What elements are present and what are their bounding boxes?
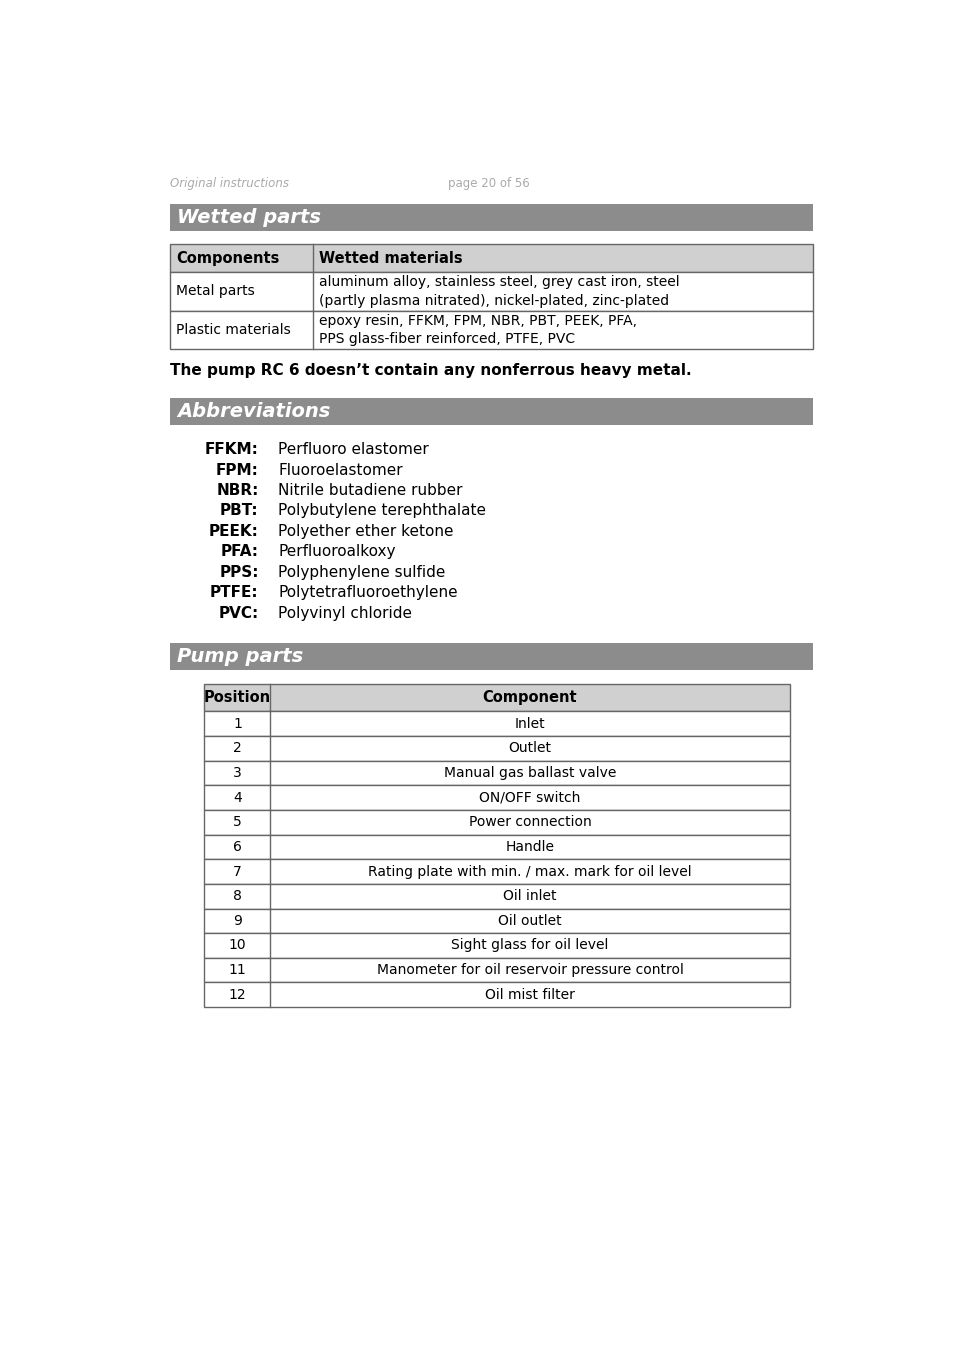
Text: 11: 11 xyxy=(229,963,246,977)
Text: 1: 1 xyxy=(233,717,242,730)
Text: The pump RC 6 doesn’t contain any nonferrous heavy metal.: The pump RC 6 doesn’t contain any nonfer… xyxy=(170,363,691,378)
Text: NBR:: NBR: xyxy=(216,483,258,498)
Text: PBT:: PBT: xyxy=(220,504,258,518)
Bar xyxy=(204,786,789,810)
Bar xyxy=(170,310,812,350)
Text: Plastic materials: Plastic materials xyxy=(175,323,291,338)
Text: 6: 6 xyxy=(233,840,242,855)
Text: PVC:: PVC: xyxy=(218,606,258,621)
Text: Manometer for oil reservoir pressure control: Manometer for oil reservoir pressure con… xyxy=(376,963,682,977)
Text: Handle: Handle xyxy=(505,840,554,855)
Text: 12: 12 xyxy=(229,988,246,1002)
Text: Wetted parts: Wetted parts xyxy=(177,208,321,227)
Text: PPS:: PPS: xyxy=(219,564,258,579)
Text: Power connection: Power connection xyxy=(468,815,591,829)
Text: Polyvinyl chloride: Polyvinyl chloride xyxy=(278,606,412,621)
Text: page 20 of 56: page 20 of 56 xyxy=(448,177,529,190)
Text: 7: 7 xyxy=(233,864,241,879)
Text: 8: 8 xyxy=(233,890,242,903)
Text: Metal parts: Metal parts xyxy=(175,285,254,298)
Text: Component: Component xyxy=(482,690,577,705)
Bar xyxy=(204,909,789,933)
Text: Polytetrafluoroethylene: Polytetrafluoroethylene xyxy=(278,585,457,601)
Text: 10: 10 xyxy=(229,938,246,953)
Text: epoxy resin, FFKM, FPM, NBR, PBT, PEEK, PFA,
PPS glass-fiber reinforced, PTFE, P: epoxy resin, FFKM, FPM, NBR, PBT, PEEK, … xyxy=(319,313,637,346)
Text: Manual gas ballast valve: Manual gas ballast valve xyxy=(443,765,616,780)
Text: Pump parts: Pump parts xyxy=(177,647,303,666)
Text: 9: 9 xyxy=(233,914,242,927)
Text: 4: 4 xyxy=(233,791,241,805)
Text: Wetted materials: Wetted materials xyxy=(319,251,462,266)
Text: Perfluoro elastomer: Perfluoro elastomer xyxy=(278,443,429,458)
Bar xyxy=(170,204,812,231)
Text: Abbreviations: Abbreviations xyxy=(177,402,331,421)
Text: PFA:: PFA: xyxy=(220,544,258,559)
Text: Rating plate with min. / max. mark for oil level: Rating plate with min. / max. mark for o… xyxy=(368,864,691,879)
Bar xyxy=(170,643,812,670)
Text: Fluoroelastomer: Fluoroelastomer xyxy=(278,463,402,478)
Text: Oil inlet: Oil inlet xyxy=(503,890,557,903)
Text: Components: Components xyxy=(175,251,279,266)
Text: Polyether ether ketone: Polyether ether ketone xyxy=(278,524,453,539)
Bar xyxy=(204,711,789,736)
Bar xyxy=(170,273,812,311)
Bar xyxy=(204,884,789,909)
Text: aluminum alloy, stainless steel, grey cast iron, steel
(partly plasma nitrated),: aluminum alloy, stainless steel, grey ca… xyxy=(319,275,679,308)
Bar xyxy=(204,760,789,786)
Bar xyxy=(204,736,789,760)
Text: PTFE:: PTFE: xyxy=(210,585,258,601)
Text: Oil mist filter: Oil mist filter xyxy=(484,988,575,1002)
Bar xyxy=(204,983,789,1007)
Text: ON/OFF switch: ON/OFF switch xyxy=(478,791,580,805)
Text: Inlet: Inlet xyxy=(515,717,545,730)
Text: Original instructions: Original instructions xyxy=(170,177,289,190)
Bar xyxy=(204,957,789,983)
Text: Outlet: Outlet xyxy=(508,741,551,756)
Bar xyxy=(204,810,789,834)
Bar xyxy=(204,834,789,859)
Text: FFKM:: FFKM: xyxy=(205,443,258,458)
Text: Position: Position xyxy=(204,690,271,705)
Bar xyxy=(204,933,789,957)
Bar xyxy=(204,859,789,884)
Text: Nitrile butadiene rubber: Nitrile butadiene rubber xyxy=(278,483,462,498)
Text: Polyphenylene sulfide: Polyphenylene sulfide xyxy=(278,564,445,579)
Text: Sight glass for oil level: Sight glass for oil level xyxy=(451,938,608,953)
Text: PEEK:: PEEK: xyxy=(209,524,258,539)
Bar xyxy=(170,244,812,273)
Text: 5: 5 xyxy=(233,815,241,829)
Text: Polybutylene terephthalate: Polybutylene terephthalate xyxy=(278,504,486,518)
Text: Perfluoroalkoxy: Perfluoroalkoxy xyxy=(278,544,395,559)
Text: 2: 2 xyxy=(233,741,241,756)
Text: FPM:: FPM: xyxy=(215,463,258,478)
Text: 3: 3 xyxy=(233,765,241,780)
Bar xyxy=(170,398,812,425)
Bar xyxy=(204,683,789,711)
Text: Oil outlet: Oil outlet xyxy=(497,914,561,927)
